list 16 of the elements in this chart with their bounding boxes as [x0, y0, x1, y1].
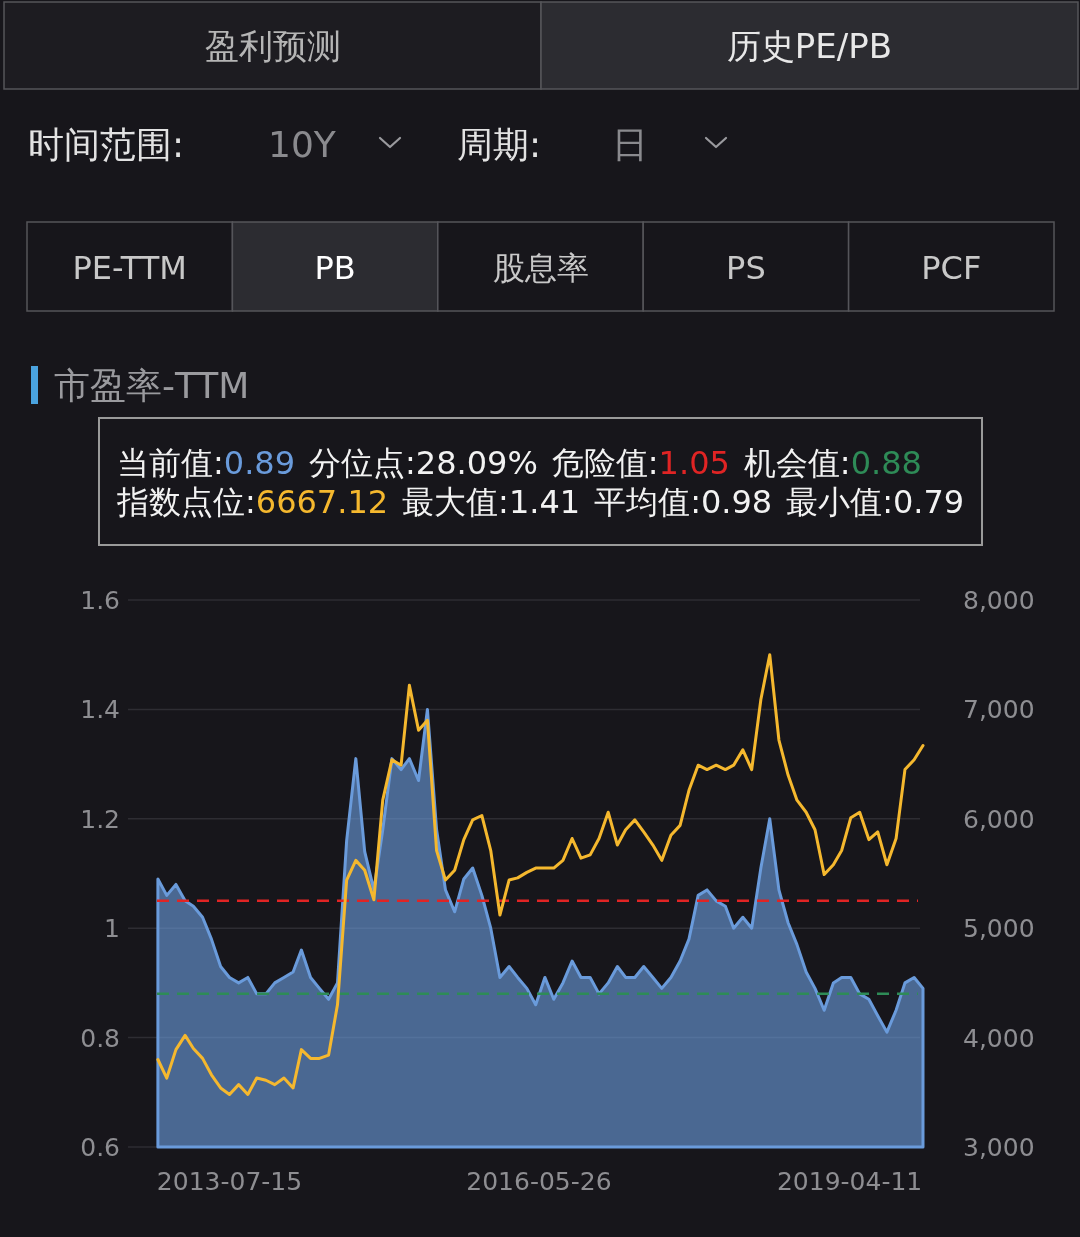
title: 市盈率-TTM [54, 365, 250, 406]
xtick: 2016-05-26 [466, 1167, 612, 1196]
xtick: 2019-04-11 [777, 1167, 923, 1196]
ytick: 0.6 [80, 1133, 120, 1162]
xtick: 2013-07-15 [156, 1167, 303, 1196]
y2tick: 5,000 [963, 914, 1035, 944]
y2tick: 4,000 [963, 1023, 1035, 1053]
ytick: 1.4 [80, 695, 120, 725]
ytick: 1 [104, 914, 120, 944]
y2tick: 6,000 [963, 804, 1035, 834]
y2tick: 7,000 [963, 695, 1035, 725]
ytick: 1.2 [80, 804, 120, 834]
y2tick: 8,000 [963, 586, 1035, 615]
ytick: 1.6 [80, 586, 120, 615]
ytick: 0.8 [80, 1023, 120, 1053]
y2tick: 3,000 [963, 1133, 1035, 1162]
